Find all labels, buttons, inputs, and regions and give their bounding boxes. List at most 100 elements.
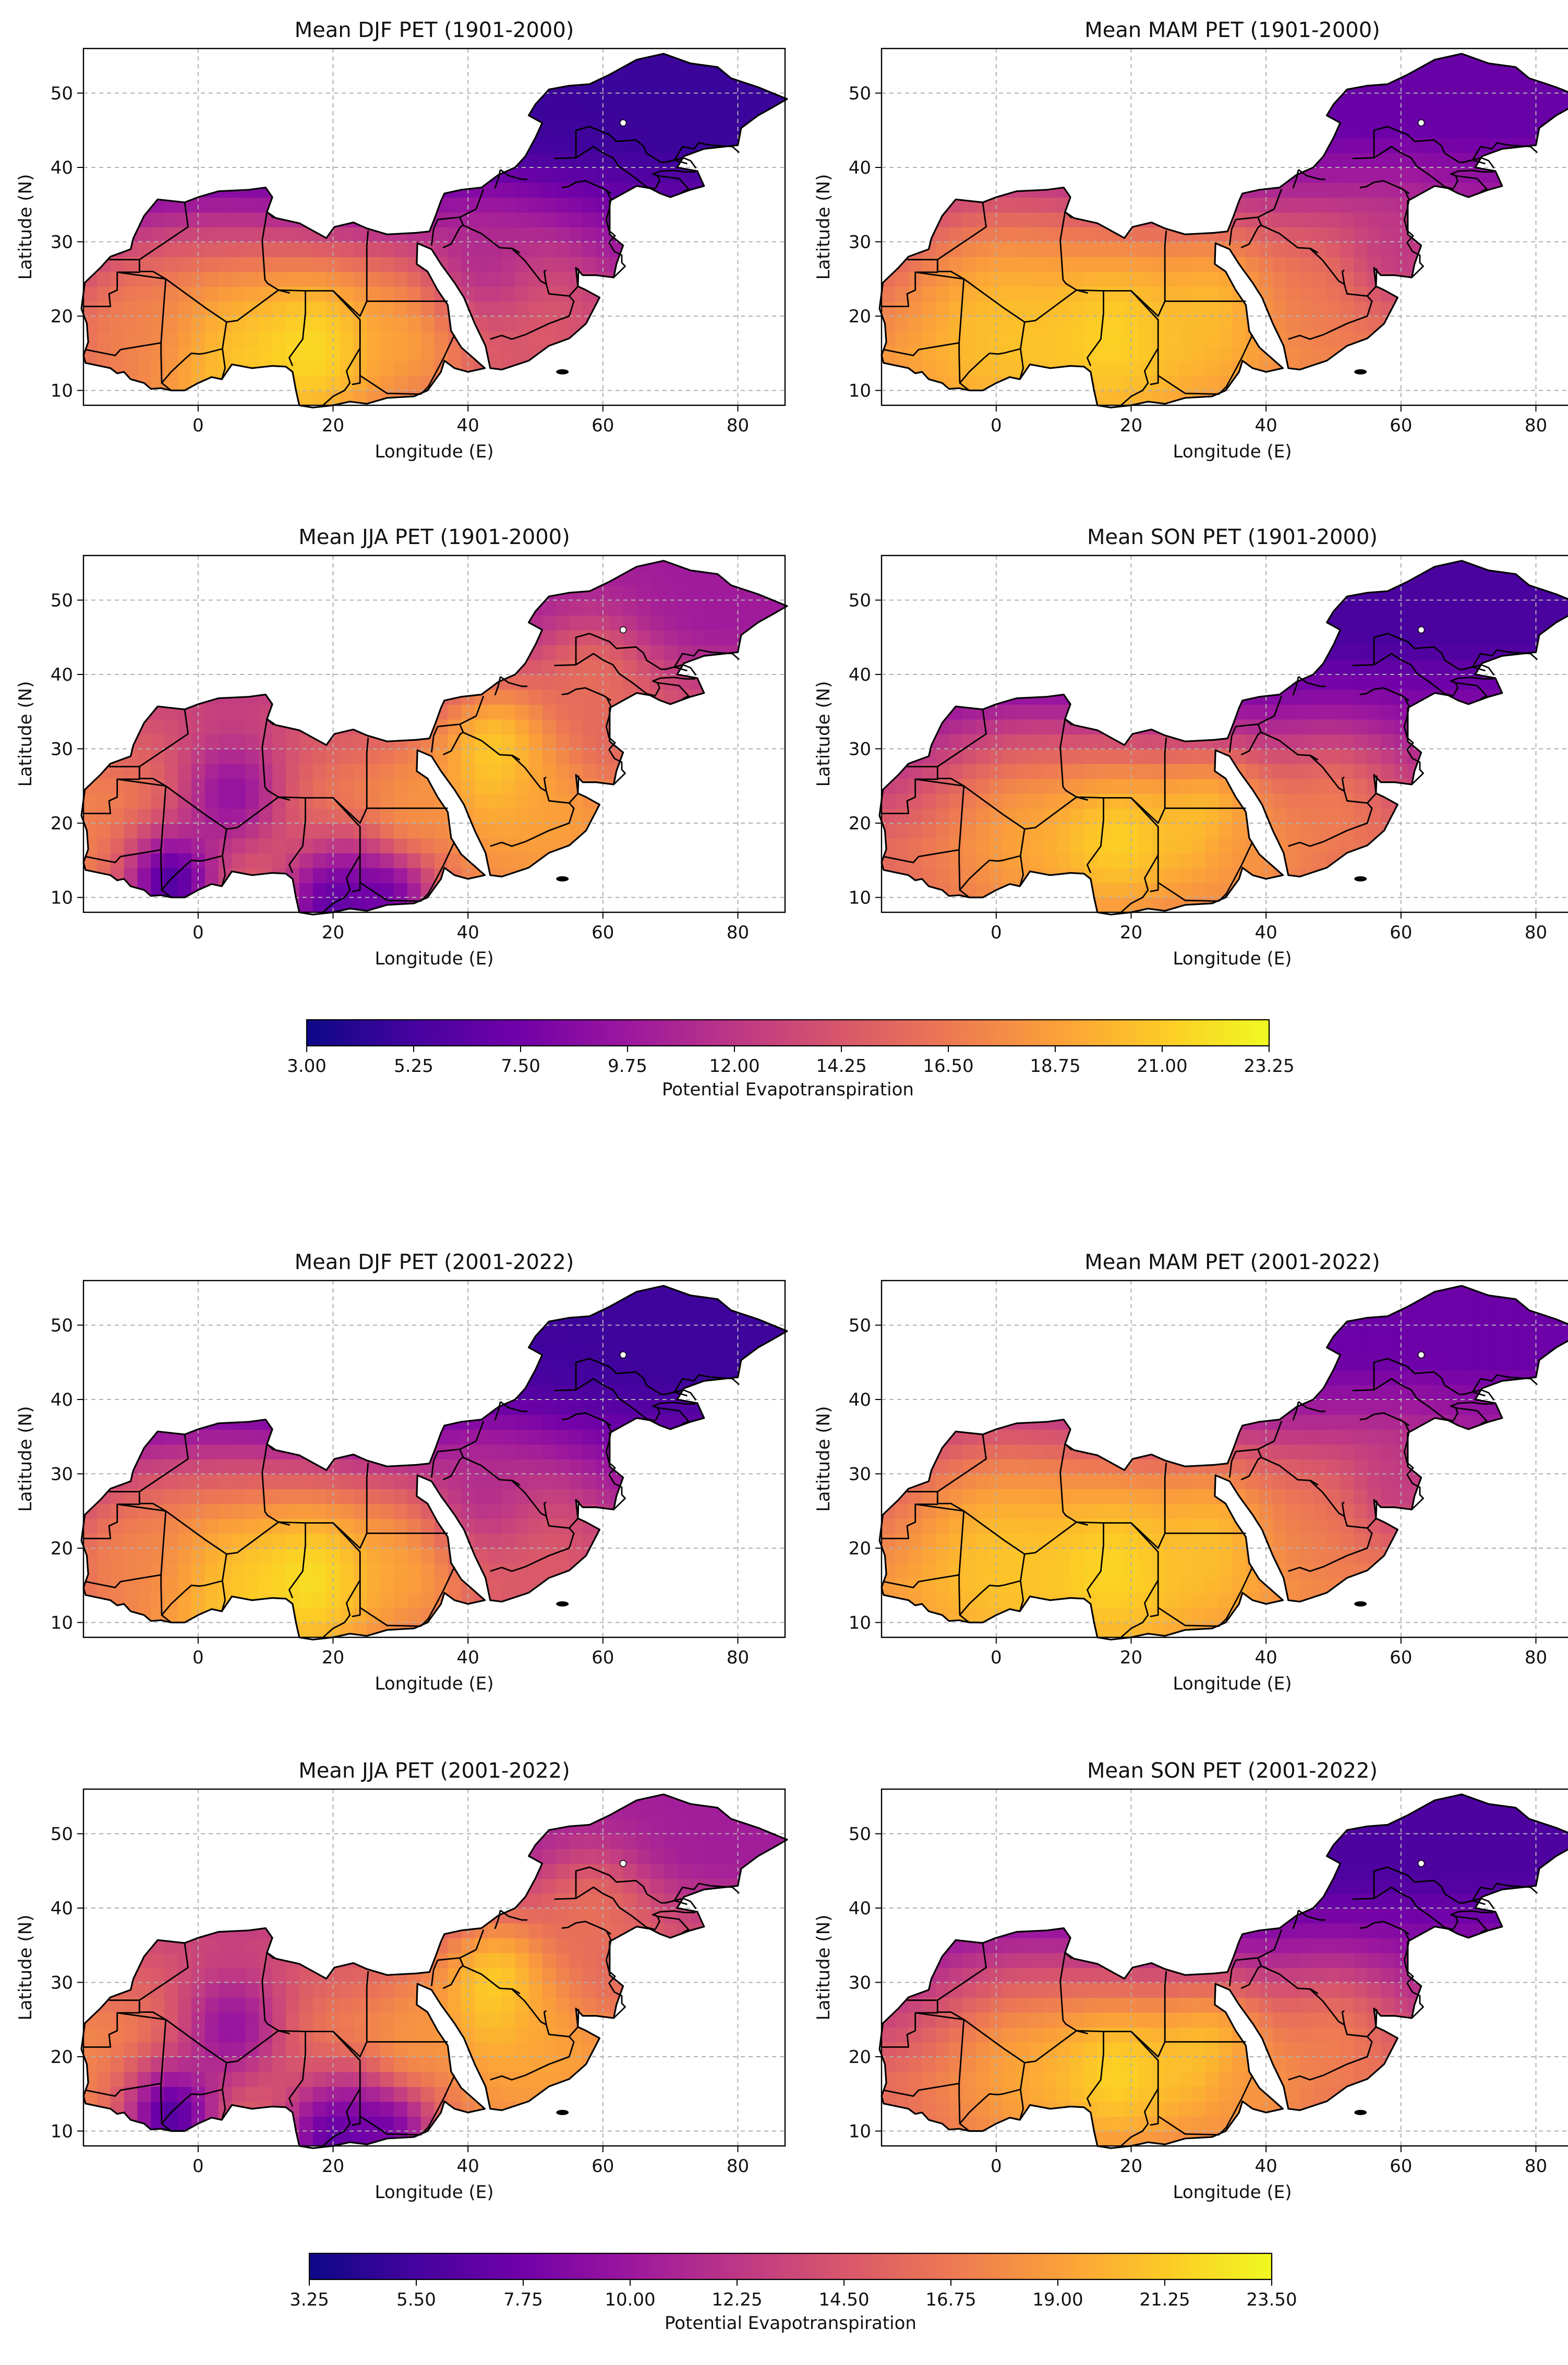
map-title: Mean DJF PET (2001-2022) bbox=[295, 1250, 574, 1274]
x-tick-label: 0 bbox=[991, 415, 1002, 436]
x-tick-label: 60 bbox=[592, 415, 614, 436]
x-tick-label: 20 bbox=[322, 2156, 344, 2177]
country-borders bbox=[83, 1358, 740, 1638]
y-tick-label: 30 bbox=[849, 232, 871, 253]
x-tick-label: 20 bbox=[322, 922, 344, 943]
coastline bbox=[878, 53, 1568, 408]
x-tick-label: 40 bbox=[457, 1647, 479, 1668]
y-ticks: 10 20 30 40 50 bbox=[849, 1824, 882, 2142]
y-tick-label: 20 bbox=[51, 813, 73, 834]
y-tick-label: 40 bbox=[51, 665, 73, 685]
coastline bbox=[80, 1793, 788, 2149]
island-marker bbox=[556, 1601, 569, 1607]
lake-marker bbox=[1417, 119, 1425, 127]
y-tick-label: 50 bbox=[849, 1824, 871, 1845]
grid-lines bbox=[83, 49, 785, 405]
colorbar-tick-label: 19.00 bbox=[1032, 2289, 1083, 2310]
colorbar-tick-label: 10.00 bbox=[605, 2289, 655, 2310]
coastline bbox=[80, 53, 788, 408]
y-tick-label: 40 bbox=[849, 1898, 871, 1919]
x-tick-label: 0 bbox=[991, 2156, 1002, 2177]
y-tick-label: 30 bbox=[849, 739, 871, 760]
x-ticks: 0 20 40 60 80 bbox=[991, 912, 1547, 943]
map-title: Mean MAM PET (1901-2000) bbox=[1084, 18, 1380, 42]
x-tick-label: 20 bbox=[1120, 1647, 1142, 1668]
map-panel-djf_2001_2022: Mean DJF PET (2001-2022) 0 20 40 60 80 10 20 30 4… bbox=[15, 1250, 788, 1694]
y-ticks: 10 20 30 40 50 bbox=[51, 83, 83, 402]
y-tick-label: 10 bbox=[51, 2121, 73, 2142]
y-axis-label: Latitude (N) bbox=[15, 1406, 36, 1512]
x-tick-label: 80 bbox=[1525, 922, 1547, 943]
x-tick-label: 80 bbox=[727, 922, 749, 943]
y-tick-label: 30 bbox=[51, 232, 73, 253]
colorbar-tick-label: 23.50 bbox=[1246, 2289, 1297, 2310]
grid-lines bbox=[83, 1789, 785, 2146]
grid-lines bbox=[882, 1789, 1568, 2146]
country-borders bbox=[882, 633, 1538, 913]
coastline bbox=[878, 1285, 1568, 1640]
y-axis-label: Latitude (N) bbox=[15, 681, 36, 787]
y-tick-label: 10 bbox=[51, 381, 73, 402]
y-tick-label: 20 bbox=[51, 306, 73, 327]
x-ticks: 0 20 40 60 80 bbox=[192, 1637, 749, 1668]
x-ticks: 0 20 40 60 80 bbox=[991, 405, 1547, 436]
country-borders bbox=[882, 1358, 1538, 1638]
lake-marker bbox=[1417, 1351, 1425, 1359]
island-marker bbox=[556, 2109, 569, 2115]
country-borders bbox=[83, 1866, 740, 2147]
y-ticks: 10 20 30 40 50 bbox=[51, 1824, 83, 2142]
x-tick-label: 60 bbox=[1390, 415, 1412, 436]
axes-frame bbox=[881, 1788, 1568, 2147]
lake-marker bbox=[619, 1860, 627, 1867]
colorbar-tick-label: 3.25 bbox=[290, 2289, 329, 2310]
x-ticks: 0 20 40 60 80 bbox=[192, 912, 749, 943]
y-tick-label: 30 bbox=[51, 739, 73, 760]
x-tick-label: 60 bbox=[1390, 922, 1412, 943]
map-panel-mam_2001_2022: Mean MAM PET (2001-2022) 0 20 40 60 80 10 20 30 4… bbox=[813, 1250, 1568, 1694]
y-tick-label: 30 bbox=[849, 1464, 871, 1485]
axes-frame bbox=[82, 554, 786, 913]
x-axis-label: Longitude (E) bbox=[1173, 1673, 1292, 1694]
axes-frame bbox=[881, 1280, 1568, 1638]
x-tick-label: 40 bbox=[457, 415, 479, 436]
y-axis-label: Latitude (N) bbox=[15, 1915, 36, 2021]
x-tick-label: 20 bbox=[1120, 2156, 1142, 2177]
axes-frame bbox=[82, 47, 786, 406]
y-axis-label: Latitude (N) bbox=[15, 174, 36, 280]
x-tick-label: 0 bbox=[991, 1647, 1002, 1668]
colorbar-tick-label: 3.00 bbox=[287, 1056, 327, 1077]
x-tick-label: 40 bbox=[1255, 2156, 1277, 2177]
colorbar-tick-label: 5.25 bbox=[394, 1056, 433, 1077]
x-tick-label: 0 bbox=[192, 2156, 204, 2177]
y-tick-label: 50 bbox=[51, 590, 73, 611]
country-borders bbox=[882, 126, 1538, 406]
map-panel-son_2001_2022: Mean SON PET (2001-2022) 0 20 40 60 80 10 20 30 4… bbox=[813, 1759, 1568, 2203]
x-ticks: 0 20 40 60 80 bbox=[192, 405, 749, 436]
y-tick-label: 40 bbox=[51, 1898, 73, 1919]
colorbar-label: Potential Evapotranspiration bbox=[665, 2313, 916, 2334]
x-tick-label: 20 bbox=[1120, 922, 1142, 943]
x-tick-label: 60 bbox=[1390, 2156, 1412, 2177]
coastline bbox=[80, 560, 788, 915]
colorbars-layer: 3.00 5.25 7.50 9.75 12.00 14.25 16.50 18.75 21.0… bbox=[287, 1019, 1297, 2334]
grid-lines bbox=[83, 556, 785, 912]
island-marker bbox=[1354, 369, 1367, 375]
y-tick-label: 50 bbox=[51, 1316, 73, 1336]
x-tick-label: 60 bbox=[592, 922, 614, 943]
island-marker bbox=[1354, 1601, 1367, 1607]
x-tick-label: 0 bbox=[192, 922, 204, 943]
x-axis-label: Longitude (E) bbox=[375, 948, 494, 969]
axes-frame bbox=[881, 47, 1568, 406]
lake-marker bbox=[619, 119, 627, 127]
x-tick-label: 0 bbox=[192, 415, 204, 436]
x-tick-label: 40 bbox=[1255, 415, 1277, 436]
y-tick-label: 30 bbox=[51, 1973, 73, 1994]
y-tick-label: 50 bbox=[849, 83, 871, 104]
y-tick-label: 40 bbox=[849, 665, 871, 685]
colorbar-tick-label: 7.50 bbox=[501, 1056, 540, 1077]
y-tick-label: 50 bbox=[51, 1824, 73, 1845]
x-tick-label: 80 bbox=[1525, 415, 1547, 436]
axes-frame bbox=[82, 1280, 786, 1638]
lake-marker bbox=[1417, 1860, 1425, 1867]
axes-frame bbox=[881, 554, 1568, 913]
